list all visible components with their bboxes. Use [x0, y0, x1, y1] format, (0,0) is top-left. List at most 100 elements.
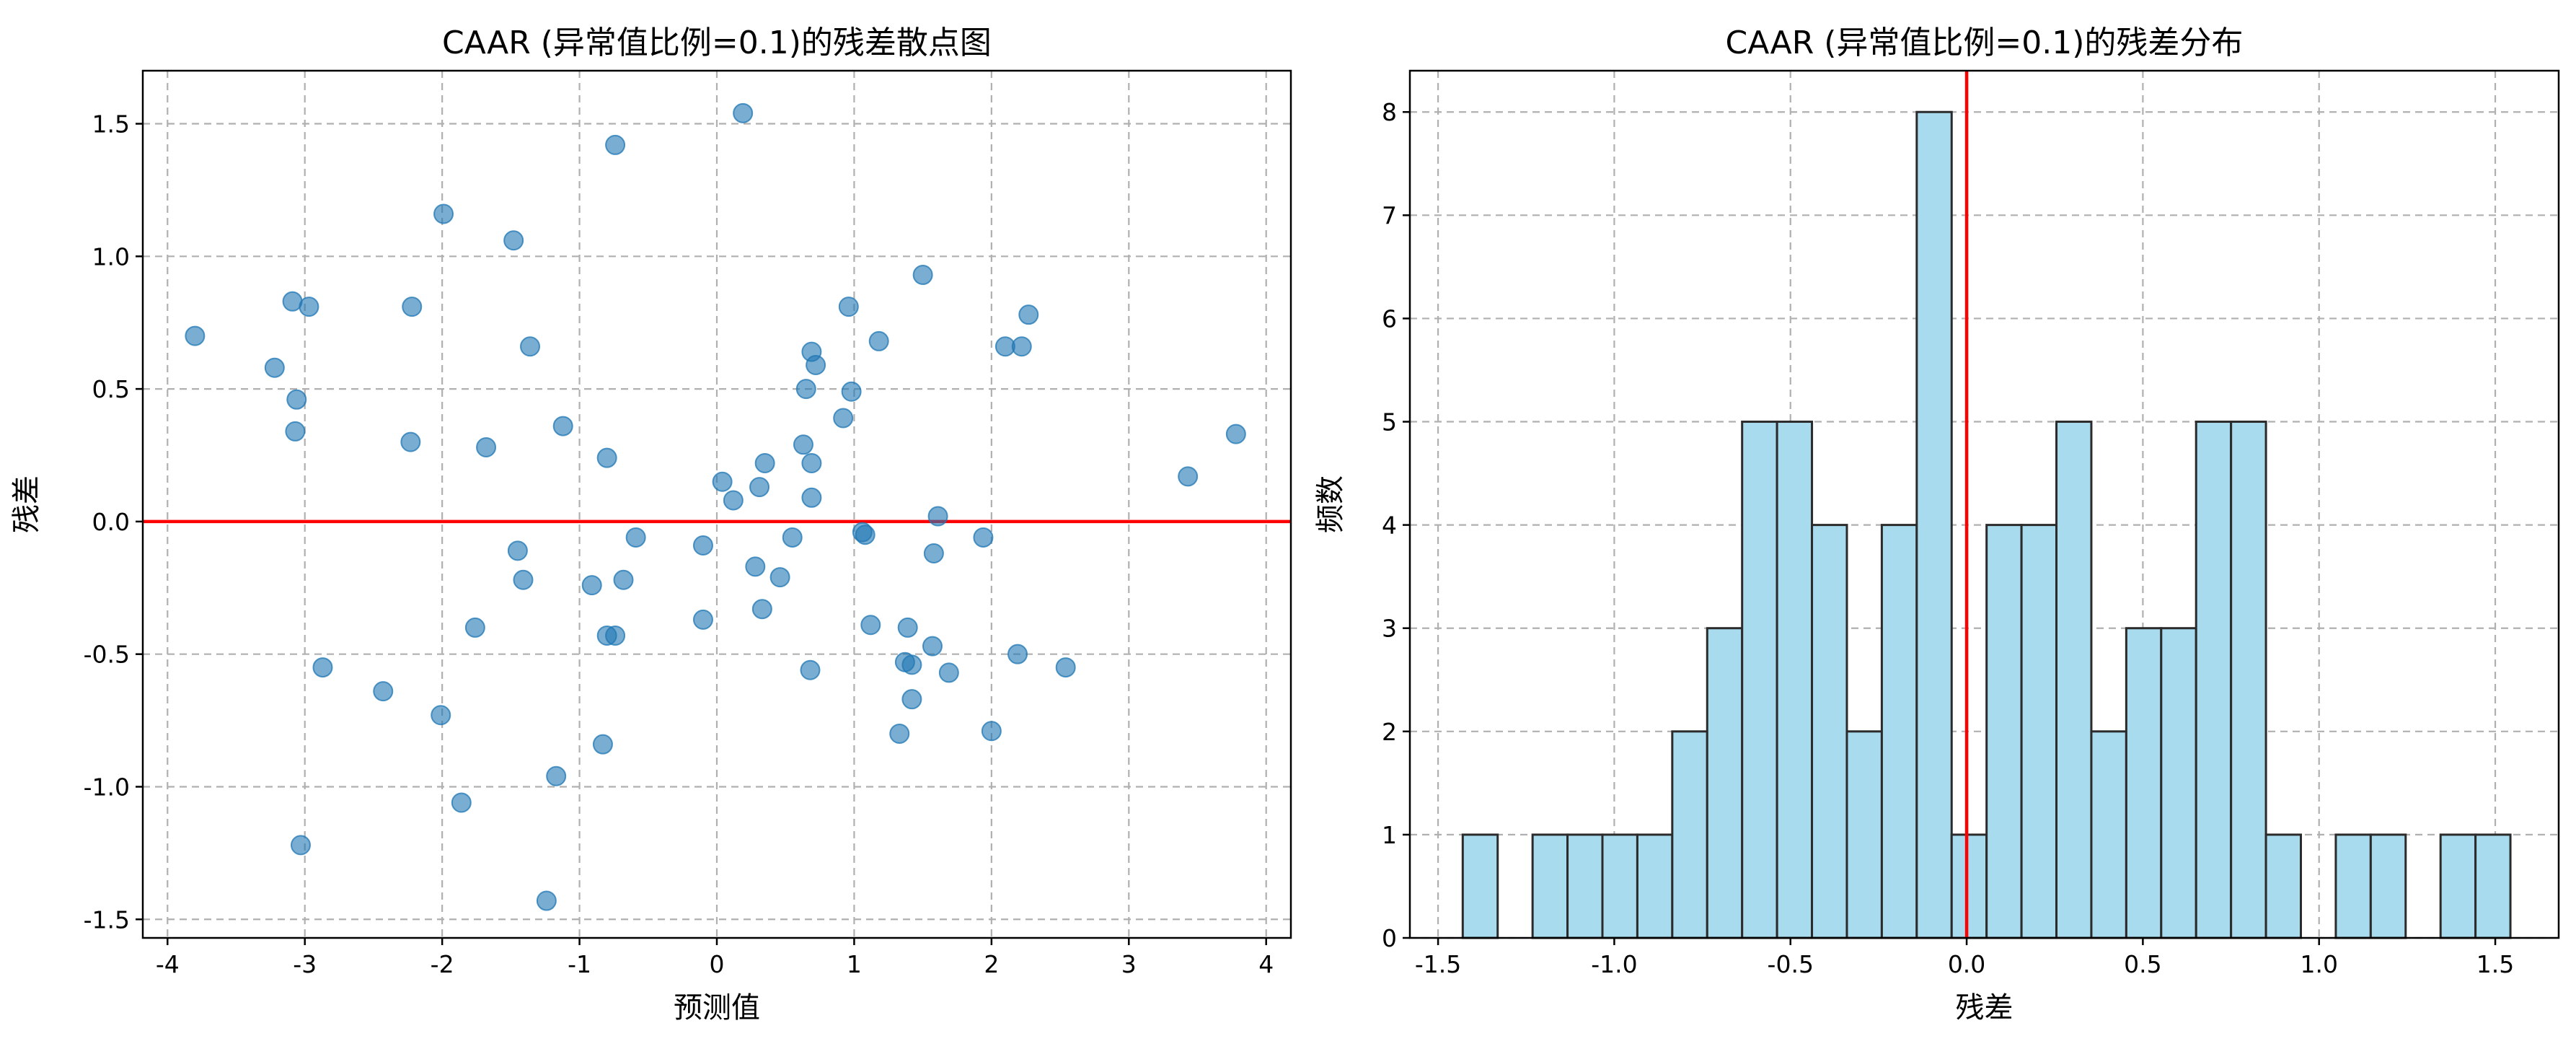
x-tick-label: 1.5: [2476, 950, 2514, 978]
scatter-point: [923, 543, 944, 564]
scatter-point: [1011, 336, 1032, 357]
scatter-point: [723, 490, 744, 511]
scatter-point: [1225, 424, 1246, 444]
scatter-point: [801, 487, 822, 508]
scatter-point: [605, 134, 626, 155]
y-tick-label: 0.0: [92, 508, 130, 536]
scatter-point: [546, 765, 567, 786]
scatter-point: [833, 408, 854, 429]
scatter-point: [901, 689, 922, 710]
scatter-point: [285, 421, 306, 442]
scatter-points: [185, 102, 1246, 911]
x-tick-label: -3: [293, 950, 317, 978]
histogram-bar: [1461, 833, 1499, 939]
scatter-point: [596, 447, 617, 468]
x-tick-label: 3: [1121, 950, 1137, 978]
histogram-bar: [2195, 421, 2233, 939]
histogram-bar: [2160, 627, 2197, 939]
x-tick-label: -2: [431, 950, 454, 978]
x-tick-label: -1: [568, 950, 591, 978]
scatter-point: [464, 617, 485, 638]
histogram-bar: [1880, 524, 1918, 939]
scatter-point: [431, 705, 451, 726]
scatter-grid: [143, 71, 1291, 938]
histogram-y-axis-label: 频数: [1314, 475, 1347, 533]
scatter-ticks: -4 -3 -2 -1 0 1 2 3 4 -1.5 -1.0 -0.5 0.0 0.5 1.0 1.5: [84, 110, 1274, 978]
x-tick-label: 1: [847, 950, 862, 978]
scatter-point: [897, 617, 918, 638]
histogram-frame: [1408, 69, 2560, 939]
scatter-point: [552, 416, 573, 436]
scatter-point: [793, 434, 813, 455]
scatter-point: [938, 662, 959, 683]
histogram-bar: [2264, 833, 2303, 939]
y-tick-label: 1: [1382, 821, 1397, 849]
scatter-point: [290, 835, 311, 856]
histogram-bar: [2020, 524, 2058, 939]
scatter-panel: -4 -3 -2 -1 0 1 2 3 4 -1.5 -1.0 -0.5 0.0 0.5 1.0 1.5 CA…: [10, 25, 1292, 1024]
scatter-point: [733, 102, 754, 123]
scatter-point: [782, 527, 803, 548]
histogram-bar: [2334, 833, 2372, 939]
scatter-point: [1055, 657, 1076, 678]
scatter-point: [1178, 466, 1199, 487]
x-tick-label: -0.5: [1768, 950, 1814, 978]
scatter-point: [712, 471, 733, 492]
histogram-x-axis-label: 残差: [1956, 991, 2013, 1024]
scatter-point: [754, 453, 775, 474]
scatter-point: [625, 527, 646, 548]
scatter-point: [889, 723, 910, 744]
scatter-point: [520, 336, 541, 357]
x-tick-label: 0.0: [1948, 950, 1985, 978]
histogram-bar: [2090, 730, 2127, 939]
histogram-bar: [1706, 627, 1744, 939]
y-tick-label: 1.0: [92, 242, 130, 271]
y-tick-label: 0: [1382, 924, 1397, 952]
y-tick-label: 2: [1382, 718, 1397, 746]
scatter-point: [400, 431, 421, 452]
scatter-point: [800, 659, 821, 680]
histogram-bar: [1845, 730, 1883, 939]
scatter-point: [795, 379, 816, 400]
y-tick-label: 6: [1382, 304, 1397, 333]
scatter-point: [451, 792, 472, 813]
scatter-point: [927, 506, 948, 527]
scatter-point: [901, 654, 922, 675]
scatter-point: [433, 203, 454, 224]
scatter-point: [751, 599, 772, 620]
scatter-point: [312, 657, 333, 678]
histogram-bar: [1776, 421, 1814, 939]
scatter-point: [185, 325, 206, 346]
y-tick-label: 4: [1382, 512, 1397, 540]
scatter-point: [855, 525, 875, 545]
histogram-bar: [1915, 110, 1953, 939]
scatter-point: [801, 453, 822, 474]
scatter-point: [613, 569, 634, 590]
scatter-point: [507, 540, 528, 561]
scatter-point: [745, 556, 766, 577]
histogram-panel: -1.5 -1.0 -0.5 0.0 0.5 1.0 1.5 0 1 2 3 4 5 6 7 8 CAAR (…: [1314, 25, 2560, 1024]
histogram-grid: [1410, 71, 2559, 939]
histogram-bar: [1671, 730, 1708, 939]
y-tick-label: 1.5: [92, 110, 130, 139]
histogram-bar: [1985, 524, 2023, 939]
histogram-title: CAAR (异常值比例=0.1)的残差分布: [1726, 25, 2244, 61]
scatter-point: [592, 734, 613, 755]
histogram-bar: [2439, 833, 2477, 939]
histogram-bar: [1741, 421, 1778, 939]
scatter-point: [922, 636, 943, 657]
x-tick-label: -4: [156, 950, 180, 978]
y-tick-label: -1.0: [84, 773, 130, 801]
x-tick-label: -1.0: [1591, 950, 1637, 978]
x-tick-label: 1.0: [2300, 950, 2337, 978]
scatter-point: [692, 609, 713, 630]
y-tick-label: 3: [1382, 615, 1397, 643]
histogram-bar: [1601, 833, 1638, 939]
scatter-point: [513, 569, 534, 590]
histogram-bar: [2474, 833, 2512, 939]
scatter-point: [912, 265, 933, 286]
y-tick-label: 8: [1382, 98, 1397, 126]
x-tick-label: 4: [1258, 950, 1274, 978]
scatter-x-axis-label: 预测值: [674, 991, 760, 1024]
scatter-point: [536, 890, 557, 911]
